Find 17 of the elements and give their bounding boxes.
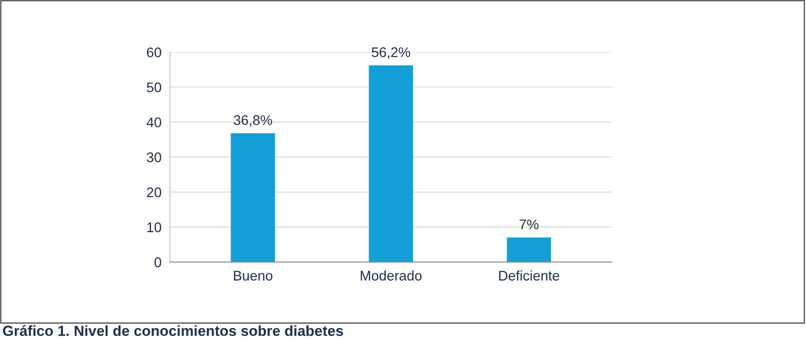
y-tick-label: 30 (146, 152, 162, 162)
y-tick-label: 0 (154, 257, 162, 268)
data-label: 56,2% (372, 47, 410, 59)
y-tick-label: 40 (146, 117, 162, 128)
bar (506, 238, 552, 262)
y-tick-label: 50 (146, 82, 162, 92)
x-tick-label: Deficiente (499, 270, 560, 281)
data-label: 7% (520, 219, 538, 230)
y-tick-label: 10 (147, 222, 162, 232)
x-tick-label: Bueno (234, 270, 272, 281)
y-tick-label: 20 (146, 187, 162, 198)
data-label: 36,8% (234, 115, 272, 127)
bar (230, 133, 275, 262)
bar (368, 65, 413, 262)
x-tick-label: Moderado (360, 270, 422, 281)
y-tick-label: 60 (146, 47, 162, 58)
text: Gráfico 1. Nivel de conocimientos sobre diabetes (3, 325, 344, 336)
